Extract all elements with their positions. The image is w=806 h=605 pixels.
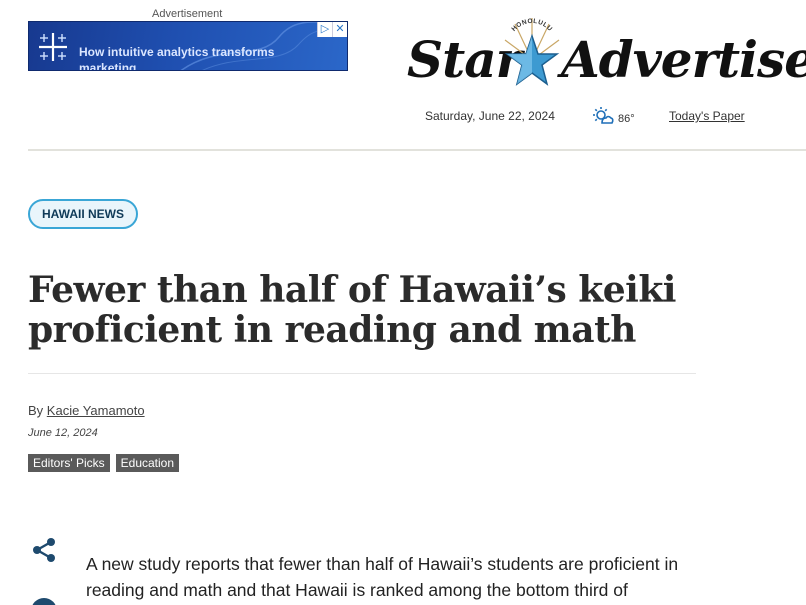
author-link[interactable]: Kacie Yamamoto (46, 403, 145, 418)
logo-word-star: Star (407, 30, 522, 89)
byline-prefix: By (28, 403, 44, 418)
headline-divider (28, 373, 696, 374)
weather-widget[interactable]: 86° (592, 106, 635, 126)
section-badge[interactable]: HAWAII NEWS (28, 199, 139, 229)
logo-word-advertiser: Advertiser (561, 30, 806, 89)
ad-text[interactable]: How intuitive analytics transforms marke… (79, 45, 275, 71)
masthead-logo[interactable]: Star HONOLULU Advertiser (405, 16, 806, 98)
ad-banner[interactable]: How intuitive analytics transforms marke… (28, 21, 348, 71)
tag-education[interactable]: Education (115, 454, 180, 472)
star-icon: HONOLULU (504, 18, 560, 86)
header-divider (28, 149, 806, 151)
ad-label: Advertisement (152, 8, 223, 20)
todays-paper-link[interactable]: Today's Paper (669, 109, 745, 123)
byline: By Kacie Yamamoto (28, 403, 145, 418)
publish-date: June 12, 2024 (28, 427, 98, 439)
share-icon[interactable] (31, 537, 57, 563)
share-option-icon[interactable] (31, 598, 57, 605)
ad-choices-icon[interactable]: ▷ (317, 22, 332, 37)
partly-sunny-icon (593, 107, 614, 124)
dateline: Saturday, June 22, 2024 (425, 109, 555, 123)
article-headline: Fewer than half of Hawaii’s keiki profic… (28, 269, 676, 351)
tag-editors-picks[interactable]: Editors' Picks (28, 454, 110, 472)
temperature: 86° (618, 113, 635, 125)
article-body-paragraph: A new study reports that fewer than half… (86, 554, 679, 600)
tableau-cross-icon (39, 33, 67, 61)
tag-list: Editors' Picks Education (28, 454, 180, 472)
ad-controls: ▷ ✕ (317, 22, 347, 37)
ad-close-icon[interactable]: ✕ (332, 22, 347, 37)
